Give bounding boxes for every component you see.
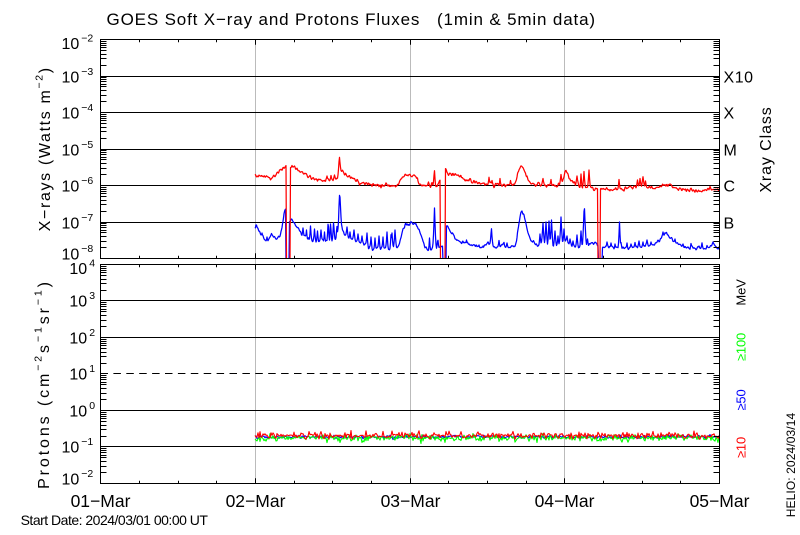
svg-text:≥100: ≥100 [734,333,749,361]
svg-text:Xray Class: Xray Class [758,106,775,192]
svg-text:X: X [724,106,735,123]
svg-text:Start Date: 2024/03/01 00:00 U: Start Date: 2024/03/01 00:00 UT [21,512,209,528]
svg-text:05−Mar: 05−Mar [690,491,750,511]
svg-text:MeV: MeV [734,279,749,306]
svg-text:≥50: ≥50 [734,390,749,411]
svg-text:C: C [724,179,736,196]
svg-text:04−Mar: 04−Mar [535,491,595,511]
svg-text:X−rays (Watts m−2): X−rays (Watts m−2) [33,66,54,231]
svg-text:GOES Soft X−ray and Protons Fl: GOES Soft X−ray and Protons Fluxes (1min… [107,10,596,29]
svg-text:≥10: ≥10 [734,437,749,458]
svg-text:M: M [724,143,738,160]
svg-text:B: B [724,216,735,233]
svg-text:Protons (cm−2s−1sr−1): Protons (cm−2s−1sr−1) [32,279,53,489]
svg-text:01−Mar: 01−Mar [71,491,131,511]
svg-text:HELIO: 2024/03/14: HELIO: 2024/03/14 [784,413,798,518]
svg-text:03−Mar: 03−Mar [381,491,441,511]
svg-text:02−Mar: 02−Mar [226,491,286,511]
svg-text:X10: X10 [724,70,754,87]
